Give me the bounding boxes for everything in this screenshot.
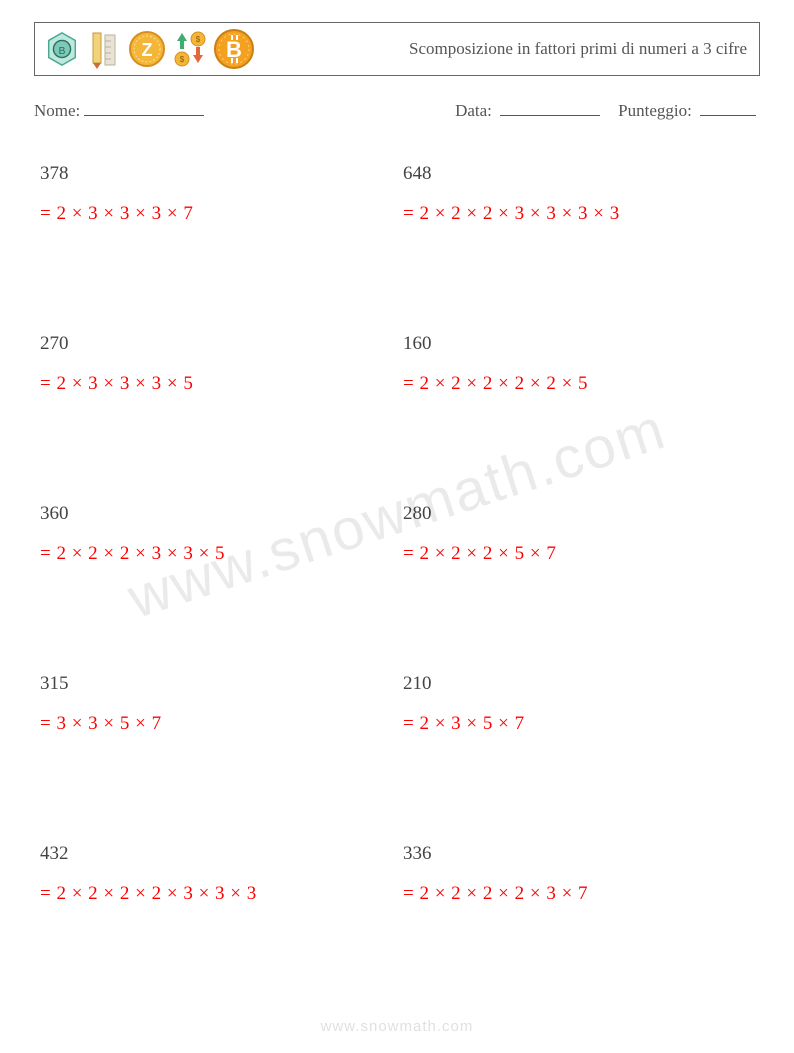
svg-text:B: B — [59, 46, 66, 57]
pencil-ruler-icon — [87, 29, 121, 69]
problem-row: 378 = 2 × 3 × 3 × 3 × 7 648 = 2 × 2 × 2 … — [34, 163, 760, 225]
svg-text:$: $ — [180, 55, 185, 64]
svg-text:Z: Z — [142, 40, 153, 60]
problem-cell: 432 = 2 × 2 × 2 × 2 × 3 × 3 × 3 — [34, 843, 397, 905]
problems-grid: 378 = 2 × 3 × 3 × 3 × 7 648 = 2 × 2 × 2 … — [34, 163, 760, 905]
header-row: B Z — [34, 22, 760, 76]
problem-row: 432 = 2 × 2 × 2 × 2 × 3 × 3 × 3 336 = 2 … — [34, 843, 760, 905]
date-label: Data: — [455, 101, 492, 120]
info-row: Nome: Data: Punteggio: — [34, 98, 760, 121]
worksheet-title: Scomposizione in fattori primi di numeri… — [397, 34, 759, 63]
name-field: Nome: — [34, 98, 455, 121]
problem-answer: = 2 × 2 × 2 × 2 × 3 × 7 — [403, 883, 760, 905]
problem-number: 378 — [40, 163, 397, 185]
problem-row: 315 = 3 × 3 × 5 × 7 210 = 2 × 3 × 5 × 7 — [34, 673, 760, 735]
problem-answer: = 2 × 2 × 2 × 2 × 3 × 3 × 3 — [40, 883, 397, 905]
bitcoin-coin-icon: B — [213, 28, 255, 70]
problem-number: 210 — [403, 673, 760, 695]
name-label: Nome: — [34, 101, 80, 121]
problem-cell: 378 = 2 × 3 × 3 × 3 × 7 — [34, 163, 397, 225]
svg-text:$: $ — [196, 35, 201, 44]
problem-answer: = 2 × 3 × 3 × 3 × 7 — [40, 203, 397, 225]
z-coin-icon: Z — [127, 29, 167, 69]
name-blank-line — [84, 98, 204, 116]
problem-cell: 336 = 2 × 2 × 2 × 2 × 3 × 7 — [397, 843, 760, 905]
problem-number: 280 — [403, 503, 760, 525]
problem-answer: = 2 × 2 × 2 × 3 × 3 × 5 — [40, 543, 397, 565]
date-field: Data: — [455, 98, 600, 121]
footer-text: www.snowmath.com — [0, 1018, 794, 1035]
problem-row: 270 = 2 × 3 × 3 × 3 × 5 160 = 2 × 2 × 2 … — [34, 333, 760, 395]
problem-cell: 280 = 2 × 2 × 2 × 5 × 7 — [397, 503, 760, 565]
problem-row: 360 = 2 × 2 × 2 × 3 × 3 × 5 280 = 2 × 2 … — [34, 503, 760, 565]
problem-cell: 160 = 2 × 2 × 2 × 2 × 2 × 5 — [397, 333, 760, 395]
problem-number: 160 — [403, 333, 760, 355]
date-blank-line — [500, 98, 600, 116]
problem-answer: = 2 × 2 × 2 × 3 × 3 × 3 × 3 — [403, 203, 760, 225]
problem-number: 360 — [40, 503, 397, 525]
problem-answer: = 3 × 3 × 5 × 7 — [40, 713, 397, 735]
problem-cell: 360 = 2 × 2 × 2 × 3 × 3 × 5 — [34, 503, 397, 565]
problem-number: 432 — [40, 843, 397, 865]
svg-text:B: B — [226, 37, 242, 62]
problem-cell: 210 = 2 × 3 × 5 × 7 — [397, 673, 760, 735]
problem-number: 270 — [40, 333, 397, 355]
problem-cell: 315 = 3 × 3 × 5 × 7 — [34, 673, 397, 735]
hex-badge-icon: B — [43, 30, 81, 68]
problem-number: 336 — [403, 843, 760, 865]
problem-number: 648 — [403, 163, 760, 185]
problem-answer: = 2 × 3 × 3 × 3 × 5 — [40, 373, 397, 395]
score-field: Punteggio: — [618, 98, 756, 121]
header-icons: B Z — [35, 23, 397, 75]
problem-answer: = 2 × 2 × 2 × 5 × 7 — [403, 543, 760, 565]
up-down-coins-icon: $ $ — [173, 29, 207, 69]
score-blank-line — [700, 98, 756, 116]
score-label: Punteggio: — [618, 101, 692, 120]
problem-answer: = 2 × 2 × 2 × 2 × 2 × 5 — [403, 373, 760, 395]
problem-answer: = 2 × 3 × 5 × 7 — [403, 713, 760, 735]
problem-cell: 270 = 2 × 3 × 3 × 3 × 5 — [34, 333, 397, 395]
problem-cell: 648 = 2 × 2 × 2 × 3 × 3 × 3 × 3 — [397, 163, 760, 225]
worksheet-page: B Z — [0, 0, 794, 905]
problem-number: 315 — [40, 673, 397, 695]
